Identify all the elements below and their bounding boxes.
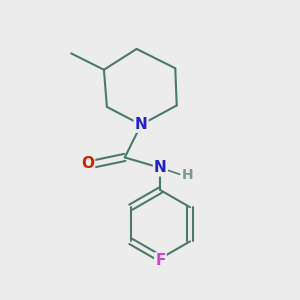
Text: F: F <box>155 254 166 268</box>
Text: H: H <box>181 168 193 182</box>
Text: N: N <box>154 160 167 175</box>
Text: O: O <box>81 156 94 171</box>
Text: N: N <box>135 117 148 132</box>
